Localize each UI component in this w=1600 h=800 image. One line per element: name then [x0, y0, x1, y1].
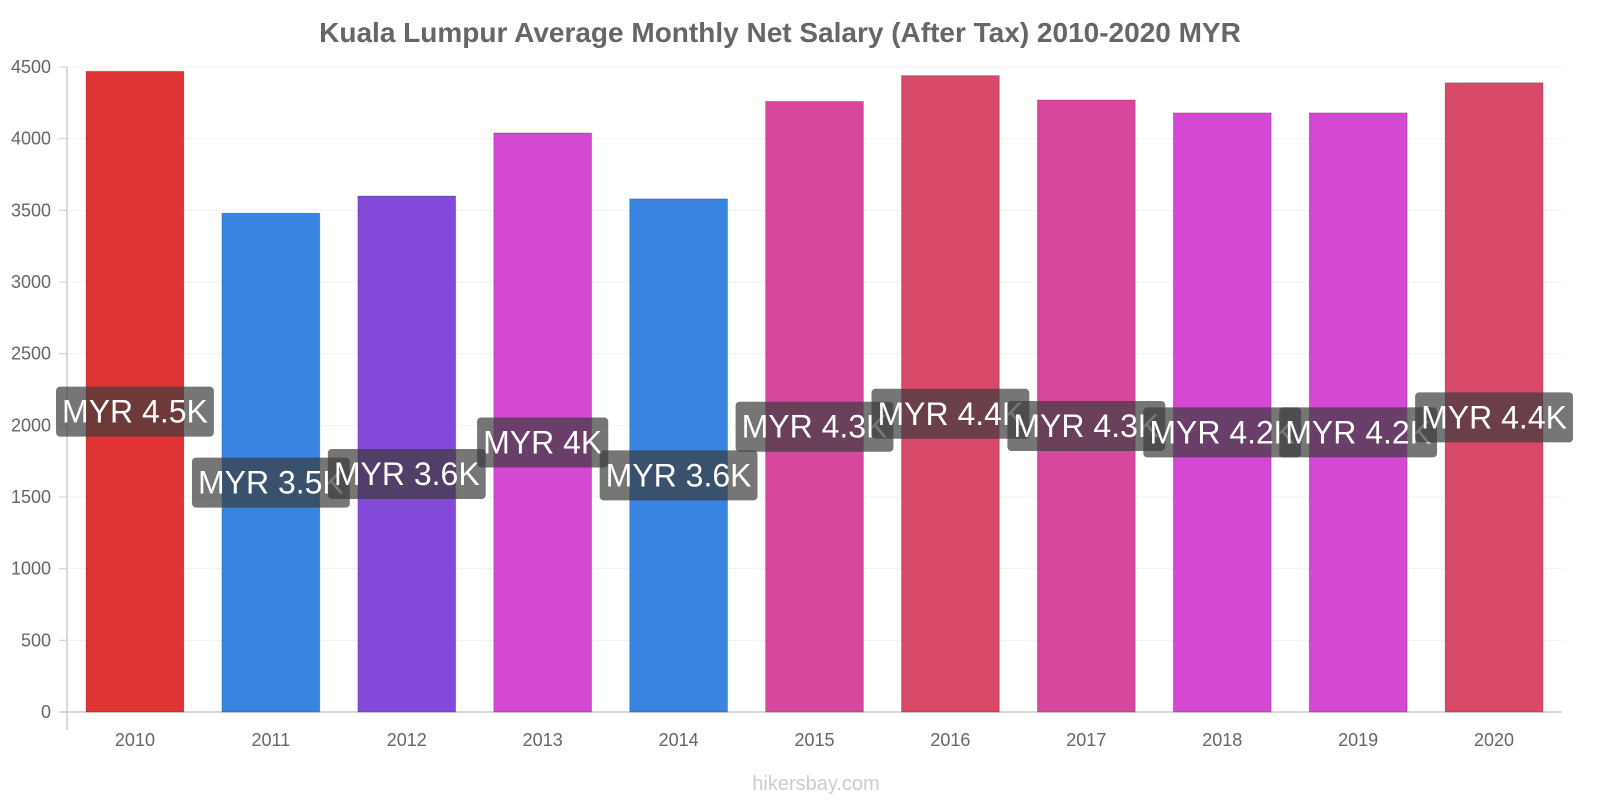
- data-label-2014: MYR 3.6K: [599, 450, 758, 501]
- data-label-box: [871, 388, 1030, 439]
- data-label-box: [477, 417, 609, 468]
- y-tick-label: 500: [21, 630, 51, 650]
- data-label-text: MYR 4.2K: [1149, 414, 1295, 450]
- x-tick-label: 2020: [1474, 730, 1514, 750]
- data-label-2020: MYR 4.4K: [1415, 392, 1573, 443]
- y-tick-label: 2000: [11, 415, 51, 435]
- data-label-2018: MYR 4.2K: [1143, 407, 1302, 458]
- data-label-box: [56, 386, 214, 437]
- x-tick-label: 2015: [794, 730, 834, 750]
- data-label-box: [191, 457, 350, 508]
- data-label-text: MYR 4.2K: [1285, 414, 1431, 450]
- data-label-text: MYR 3.6K: [334, 456, 480, 492]
- data-label-text: MYR 4K: [483, 424, 602, 460]
- x-tick-label: 2012: [387, 730, 427, 750]
- x-tick-label: 2014: [659, 730, 699, 750]
- data-label-box: [1143, 407, 1302, 458]
- y-tick-label: 1000: [11, 559, 51, 579]
- y-tick-label: 4500: [11, 57, 51, 77]
- x-tick-label: 2010: [115, 730, 155, 750]
- data-label-box: [599, 450, 758, 501]
- x-tick-label: 2018: [1202, 730, 1242, 750]
- data-label-2019: MYR 4.2K: [1279, 407, 1438, 458]
- y-tick-label: 2500: [11, 344, 51, 364]
- y-tick-label: 4000: [11, 129, 51, 149]
- x-tick-label: 2017: [1066, 730, 1106, 750]
- data-label-2015: MYR 4.3K: [735, 401, 894, 452]
- y-axis-ticks: 0 500 1000 1500 2000 2500 3000 3500 4000 4500: [11, 57, 67, 722]
- bars: [85, 70, 1544, 713]
- x-tick-label: 2013: [523, 730, 563, 750]
- x-tick-label: 2011: [252, 730, 291, 750]
- data-label-2010: MYR 4.5K: [56, 386, 214, 437]
- data-label-2017: MYR 4.3K: [1007, 400, 1166, 451]
- data-label-text: MYR 4.3K: [1013, 408, 1159, 444]
- x-tick-label: 2019: [1338, 730, 1378, 750]
- data-label-text: MYR 3.6K: [606, 457, 752, 493]
- data-label-box: [735, 401, 894, 452]
- data-label-text: MYR 4.4K: [1421, 399, 1567, 435]
- credit-text: hikersbay.com: [752, 773, 879, 795]
- data-label-text: MYR 4.5K: [62, 394, 208, 430]
- data-label-box: [327, 449, 486, 499]
- data-label-text: MYR 4.3K: [742, 409, 888, 445]
- x-axis-ticks: 2010 2011 2012 2013 2014 2015 2016 2017 2018 2019…: [115, 730, 1514, 750]
- data-label-2012: MYR 3.6K: [327, 449, 486, 499]
- x-tick-label: 2016: [930, 730, 970, 750]
- data-label-2013: MYR 4K: [477, 417, 609, 468]
- chart-title: Kuala Lumpur Average Monthly Net Salary …: [319, 17, 1241, 48]
- data-label-box: [1415, 392, 1573, 443]
- data-label-box: [1279, 407, 1438, 458]
- data-label-text: MYR 3.5K: [198, 465, 344, 501]
- data-label-box: [1007, 400, 1166, 451]
- data-label-2011: MYR 3.5K: [191, 457, 350, 508]
- y-tick-label: 0: [41, 702, 51, 722]
- y-tick-label: 1500: [11, 487, 51, 507]
- y-tick-label: 3500: [11, 200, 51, 220]
- data-label-text: MYR 4.4K: [877, 396, 1023, 432]
- data-label-2016: MYR 4.4K: [871, 388, 1030, 439]
- y-tick-label: 3000: [11, 272, 51, 292]
